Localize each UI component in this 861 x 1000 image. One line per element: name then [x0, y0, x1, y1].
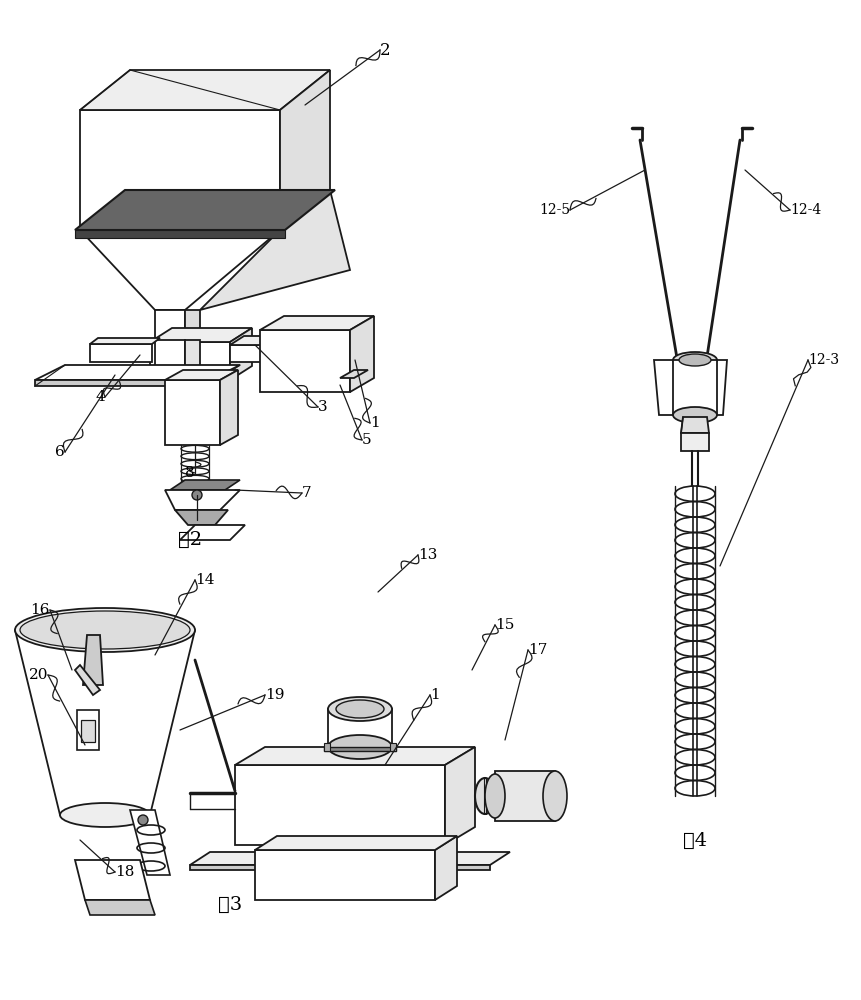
Polygon shape: [230, 336, 283, 345]
Ellipse shape: [672, 407, 716, 423]
Polygon shape: [185, 340, 200, 378]
Text: 19: 19: [264, 688, 284, 702]
Polygon shape: [175, 510, 228, 525]
Polygon shape: [339, 370, 368, 378]
Polygon shape: [35, 365, 239, 380]
Polygon shape: [220, 370, 238, 445]
Text: 6: 6: [55, 445, 65, 459]
Text: 7: 7: [301, 486, 312, 500]
Polygon shape: [235, 765, 444, 845]
Polygon shape: [80, 70, 330, 110]
Polygon shape: [75, 230, 285, 238]
Polygon shape: [77, 710, 99, 750]
Polygon shape: [85, 900, 155, 915]
Ellipse shape: [328, 697, 392, 721]
Polygon shape: [680, 433, 709, 451]
Ellipse shape: [138, 815, 148, 825]
Text: 14: 14: [195, 573, 214, 587]
Ellipse shape: [474, 778, 494, 814]
Polygon shape: [90, 344, 152, 362]
Ellipse shape: [485, 774, 505, 818]
Text: 13: 13: [418, 548, 437, 562]
Polygon shape: [200, 190, 350, 310]
Text: 图2: 图2: [177, 531, 201, 549]
Text: 18: 18: [115, 865, 134, 879]
Polygon shape: [680, 417, 709, 433]
Polygon shape: [230, 345, 269, 362]
Text: 16: 16: [30, 603, 50, 617]
Polygon shape: [130, 810, 170, 875]
Polygon shape: [189, 852, 510, 865]
Polygon shape: [75, 860, 150, 900]
Polygon shape: [189, 865, 489, 870]
Polygon shape: [150, 342, 230, 380]
Ellipse shape: [542, 771, 567, 821]
Polygon shape: [389, 743, 395, 751]
Ellipse shape: [328, 735, 392, 759]
Polygon shape: [255, 836, 456, 850]
Text: 图3: 图3: [218, 896, 242, 914]
Ellipse shape: [336, 700, 383, 718]
Polygon shape: [255, 850, 435, 900]
Polygon shape: [280, 70, 330, 230]
Polygon shape: [155, 310, 185, 340]
Polygon shape: [269, 336, 283, 362]
Ellipse shape: [60, 803, 150, 827]
Polygon shape: [653, 360, 726, 415]
Polygon shape: [75, 190, 335, 230]
Polygon shape: [170, 480, 239, 490]
Polygon shape: [260, 316, 374, 330]
Text: 20: 20: [28, 668, 48, 682]
Polygon shape: [435, 836, 456, 900]
Polygon shape: [185, 310, 200, 340]
Text: 4: 4: [95, 390, 105, 404]
Polygon shape: [90, 338, 160, 344]
Polygon shape: [164, 380, 220, 445]
Ellipse shape: [15, 608, 195, 652]
Text: 12-3: 12-3: [807, 353, 838, 367]
Polygon shape: [164, 490, 239, 510]
Polygon shape: [230, 328, 251, 380]
Polygon shape: [150, 328, 251, 342]
Polygon shape: [83, 635, 102, 685]
Polygon shape: [444, 747, 474, 845]
Polygon shape: [494, 771, 554, 821]
Text: 15: 15: [494, 618, 514, 632]
Text: 1: 1: [369, 416, 380, 430]
Polygon shape: [164, 370, 238, 380]
Polygon shape: [81, 720, 95, 742]
Ellipse shape: [672, 352, 716, 368]
Text: 5: 5: [362, 433, 371, 447]
Polygon shape: [328, 709, 392, 747]
Text: 图4: 图4: [682, 832, 706, 850]
Polygon shape: [35, 380, 210, 386]
Ellipse shape: [678, 354, 710, 366]
Text: 12-4: 12-4: [789, 203, 821, 217]
Text: 8: 8: [185, 466, 195, 480]
Text: 3: 3: [318, 400, 327, 414]
Ellipse shape: [192, 490, 201, 500]
Polygon shape: [80, 110, 280, 230]
Polygon shape: [80, 230, 280, 310]
Polygon shape: [155, 340, 185, 378]
Text: 2: 2: [380, 42, 390, 59]
Polygon shape: [672, 360, 716, 415]
Text: 12-5: 12-5: [538, 203, 569, 217]
Text: 1: 1: [430, 688, 439, 702]
Polygon shape: [260, 330, 350, 392]
Text: 17: 17: [528, 643, 547, 657]
Polygon shape: [350, 316, 374, 392]
Polygon shape: [75, 665, 100, 695]
Polygon shape: [235, 747, 474, 765]
Polygon shape: [180, 525, 245, 540]
Ellipse shape: [20, 611, 189, 649]
Polygon shape: [324, 747, 395, 751]
Polygon shape: [324, 743, 330, 751]
